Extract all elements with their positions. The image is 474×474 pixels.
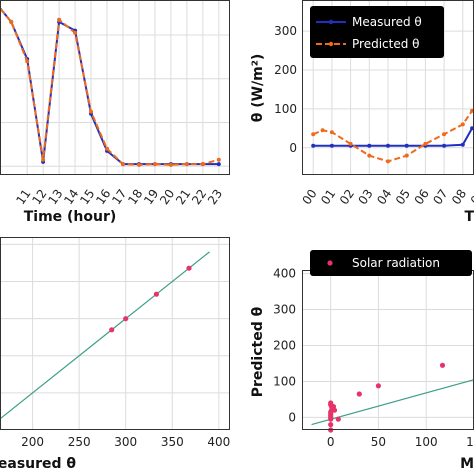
- measured-line: [313, 127, 473, 147]
- predicted-point: [137, 162, 141, 167]
- predicted-point: [329, 130, 334, 135]
- measured-point: [367, 143, 372, 148]
- legend-entry: Measured θ: [352, 15, 422, 29]
- x-tick-label: 03: [356, 187, 376, 208]
- legend-box: [310, 250, 472, 276]
- x-tick-label: 00: [299, 187, 319, 208]
- x-tick-label: 07: [430, 187, 450, 208]
- plot-area: [0, 0, 230, 175]
- y-tick-label: 0: [289, 141, 297, 155]
- predicted-point: [168, 162, 173, 167]
- legend-entry: Solar radiation: [352, 256, 440, 270]
- x-tick-label: 01: [318, 187, 338, 208]
- predicted-point: [25, 59, 30, 64]
- data-point: [123, 316, 129, 322]
- x-tick-label: 08: [449, 187, 469, 208]
- x-tick-label: 06: [412, 187, 432, 208]
- measured-point: [442, 143, 447, 148]
- predicted-point: [41, 157, 46, 162]
- predicted-point: [423, 141, 428, 146]
- y-tick-label: 0: [288, 410, 296, 424]
- predicted-point: [152, 162, 157, 167]
- x-axis-label: T: [464, 209, 474, 225]
- x-tick-label: 05: [393, 187, 413, 208]
- x-tick-label: 50: [371, 435, 386, 449]
- panel-bottom-left: 200 250 300 350 400 Measured θ: [0, 237, 230, 472]
- x-tick-label: 23: [205, 187, 225, 208]
- x-tick-label: 200: [21, 435, 44, 449]
- panel-bottom-right: 0 100 200 300 400 0 50 100 1 Predicted θ M Solar ra…: [250, 250, 474, 472]
- data-point: [153, 291, 159, 297]
- x-tick-label: 09: [468, 187, 474, 208]
- legend-entry: Predicted θ: [352, 37, 420, 51]
- data-point: [439, 362, 446, 368]
- x-axis-label: M: [460, 456, 474, 472]
- data-point: [186, 265, 192, 271]
- x-tick-label: 04: [374, 187, 394, 208]
- x-tick-label: 02: [337, 187, 357, 208]
- predicted-point: [460, 122, 465, 127]
- predicted-point: [404, 153, 409, 158]
- x-tick-label-partial: 1: [466, 435, 474, 449]
- predicted-point: [216, 157, 221, 162]
- measured-point: [329, 143, 334, 148]
- x-axis-label: Time (hour): [24, 209, 117, 225]
- y-tick-label: 400: [273, 267, 296, 281]
- plot-frame: [0, 0, 230, 175]
- predicted-point: [348, 141, 353, 146]
- measured-point: [386, 143, 390, 148]
- plot-frame: [0, 237, 230, 430]
- predicted-point: [184, 162, 189, 167]
- data-point: [109, 327, 115, 333]
- data-point: [335, 416, 341, 422]
- predicted-point: [200, 162, 205, 167]
- predicted-point: [442, 132, 447, 137]
- data-point: [356, 391, 362, 397]
- legend-marker: [327, 260, 333, 266]
- measured-point: [216, 162, 221, 167]
- legend: Solar radiation: [310, 250, 472, 276]
- predicted-point: [367, 153, 372, 158]
- y-tick-label: 100: [273, 374, 296, 388]
- predicted-point: [89, 109, 93, 114]
- predicted-point: [386, 159, 390, 164]
- fit-line: [0, 251, 210, 420]
- y-axis-label: θ (W/m²): [250, 54, 266, 123]
- x-tick-label: 100: [415, 435, 438, 449]
- x-tick-label: 350: [161, 435, 184, 449]
- x-axis-label: Measured θ: [0, 456, 76, 472]
- predicted-point: [73, 30, 78, 35]
- measured-point: [460, 142, 465, 147]
- data-point: [328, 400, 334, 406]
- predicted-point: [311, 132, 316, 137]
- y-tick-label: 200: [273, 339, 296, 353]
- measured-point: [311, 143, 316, 148]
- predicted-point: [320, 128, 325, 133]
- y-tick-label: 100: [274, 102, 297, 116]
- predicted-point: [57, 17, 62, 22]
- data-point: [328, 422, 334, 428]
- x-tick-label: 250: [68, 435, 91, 449]
- plot-area: [302, 270, 474, 430]
- x-tick-label: 300: [114, 435, 137, 449]
- legend-marker: [328, 19, 334, 25]
- x-tick-label: 0: [327, 435, 335, 449]
- predicted-point: [121, 162, 125, 167]
- plot-area: [0, 237, 230, 430]
- legend-marker: [328, 41, 334, 47]
- data-point: [331, 407, 338, 413]
- x-tick-label: 400: [207, 435, 230, 449]
- y-axis-label: Predicted θ: [250, 306, 266, 397]
- data-point: [375, 383, 381, 389]
- measured-point: [404, 143, 409, 148]
- predicted-point: [105, 146, 109, 151]
- y-tick-label: 300: [274, 24, 297, 38]
- predicted-point: [9, 19, 14, 24]
- legend: Measured θ Predicted θ: [310, 6, 444, 58]
- y-tick-label: 300: [273, 303, 296, 317]
- y-tick-label: 200: [274, 63, 297, 77]
